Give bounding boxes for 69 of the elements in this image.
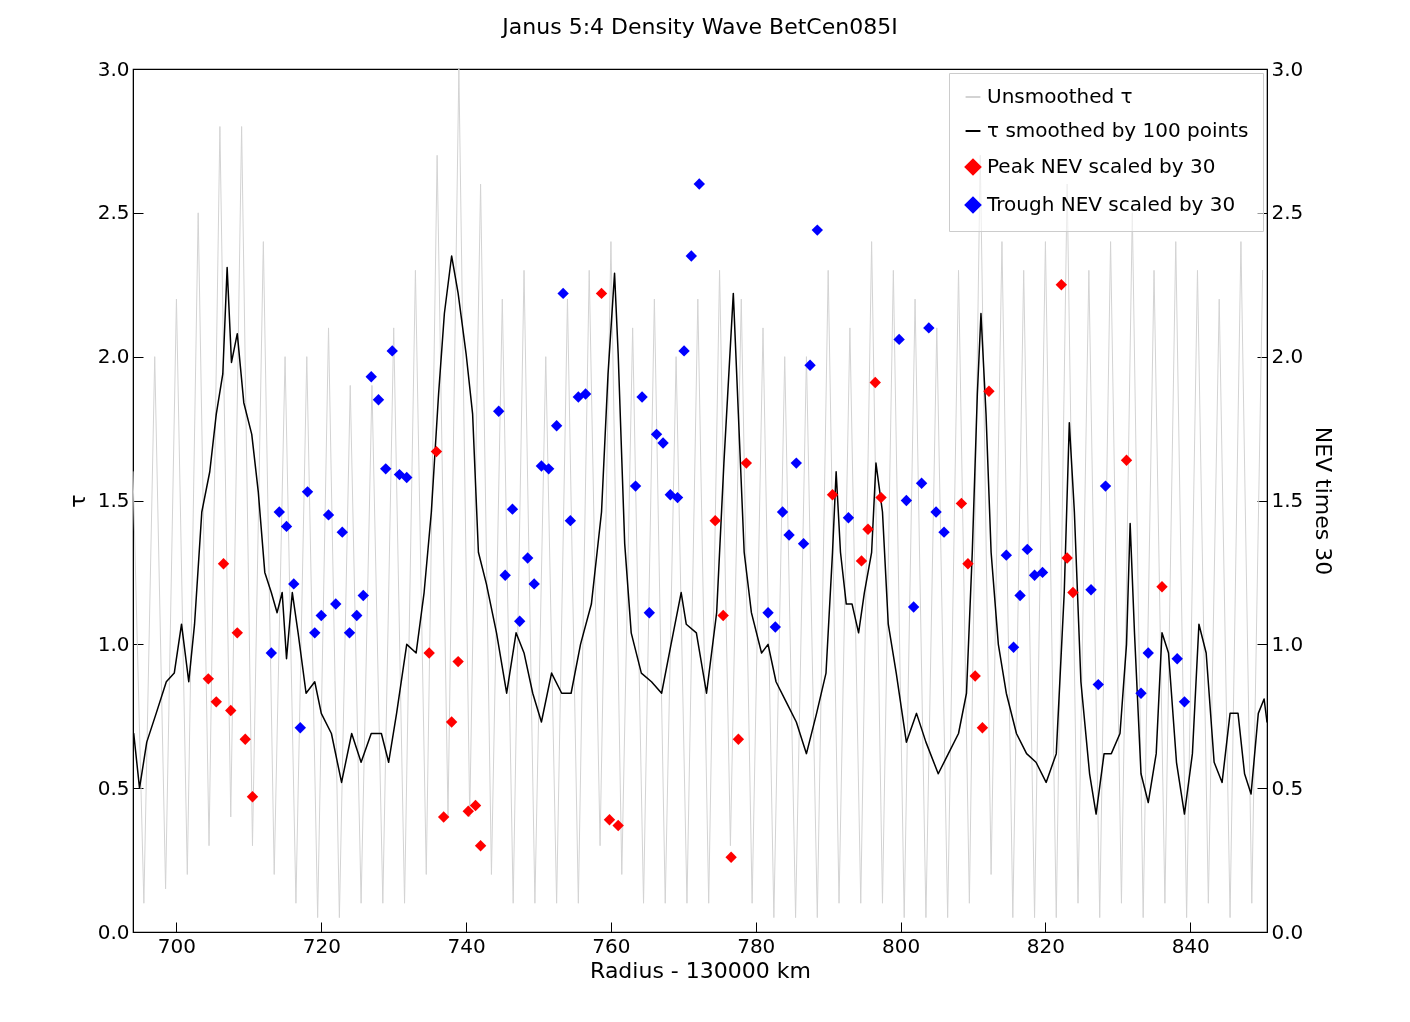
y-tick-label: 0.0 xyxy=(97,919,130,944)
x-tick-label: 720 xyxy=(302,933,341,958)
y2-tick-label: 0.0 xyxy=(1271,919,1304,944)
point xyxy=(875,491,887,504)
point xyxy=(430,445,443,458)
point xyxy=(202,673,215,685)
point xyxy=(725,851,737,863)
point xyxy=(423,647,435,659)
point xyxy=(732,733,745,745)
point xyxy=(595,287,608,300)
y-tick-label: 1.0 xyxy=(97,631,130,656)
point xyxy=(1067,586,1079,599)
x-axis-title: Radius - 130000 km xyxy=(590,957,811,983)
point xyxy=(862,523,874,535)
point xyxy=(983,385,995,397)
y-tick-label: 0.5 xyxy=(97,775,130,800)
point xyxy=(225,704,237,717)
line-series xyxy=(132,68,1264,919)
y2-tick-label: 1.0 xyxy=(1271,631,1304,656)
x-tick-label: 760 xyxy=(592,933,631,958)
point xyxy=(437,811,450,823)
point xyxy=(1120,454,1133,466)
y-tick-label: 2.0 xyxy=(97,344,130,369)
point xyxy=(603,814,616,826)
point xyxy=(217,558,230,570)
legend-label: Peak NEV scaled by 30 xyxy=(987,154,1216,178)
x-tick-label: 820 xyxy=(1026,933,1066,958)
point xyxy=(231,627,243,639)
point xyxy=(740,457,753,469)
point xyxy=(869,376,881,389)
y2-axis-title: NEV times 30 xyxy=(1311,426,1337,576)
point xyxy=(452,655,464,668)
x-tick-label: 780 xyxy=(737,933,776,958)
legend-label: Unsmoothed τ xyxy=(987,84,1133,108)
point xyxy=(469,799,482,812)
point xyxy=(976,722,989,734)
point xyxy=(826,489,839,501)
point xyxy=(1061,552,1073,564)
point xyxy=(246,791,259,803)
point xyxy=(955,497,968,510)
point xyxy=(210,696,222,708)
legend-label: τ smoothed by 100 points xyxy=(987,118,1249,142)
point xyxy=(474,840,487,852)
y-tick-label: 1.5 xyxy=(97,488,130,512)
y-axis-title: τ xyxy=(64,494,90,508)
legend-label: Trough NEV scaled by 30 xyxy=(986,192,1236,216)
y2-tick-label: 1.5 xyxy=(1271,488,1304,512)
point xyxy=(1055,279,1068,291)
point xyxy=(1156,581,1168,593)
y-tick-label: 3.0 xyxy=(97,56,130,81)
point xyxy=(612,819,624,832)
y2-tick-label: 0.5 xyxy=(1271,775,1304,800)
point xyxy=(717,609,729,622)
point xyxy=(445,716,458,728)
x-tick-label: 840 xyxy=(1171,933,1210,958)
point xyxy=(969,670,981,682)
chart-title: Janus 5:4 Density Wave BetCen085I xyxy=(500,14,898,39)
y2-tick-label: 2.5 xyxy=(1271,200,1304,225)
y2-tick-label: 3.0 xyxy=(1271,56,1304,81)
x-tick-label: 800 xyxy=(881,933,921,958)
point xyxy=(962,558,974,570)
y2-tick-label: 2.0 xyxy=(1271,344,1304,369)
point xyxy=(855,555,868,567)
point xyxy=(239,733,251,745)
x-tick-label: 700 xyxy=(157,933,197,958)
point xyxy=(462,805,474,817)
x-tick-label: 740 xyxy=(447,933,486,958)
y-tick-label: 2.5 xyxy=(97,200,130,225)
point xyxy=(709,514,721,527)
